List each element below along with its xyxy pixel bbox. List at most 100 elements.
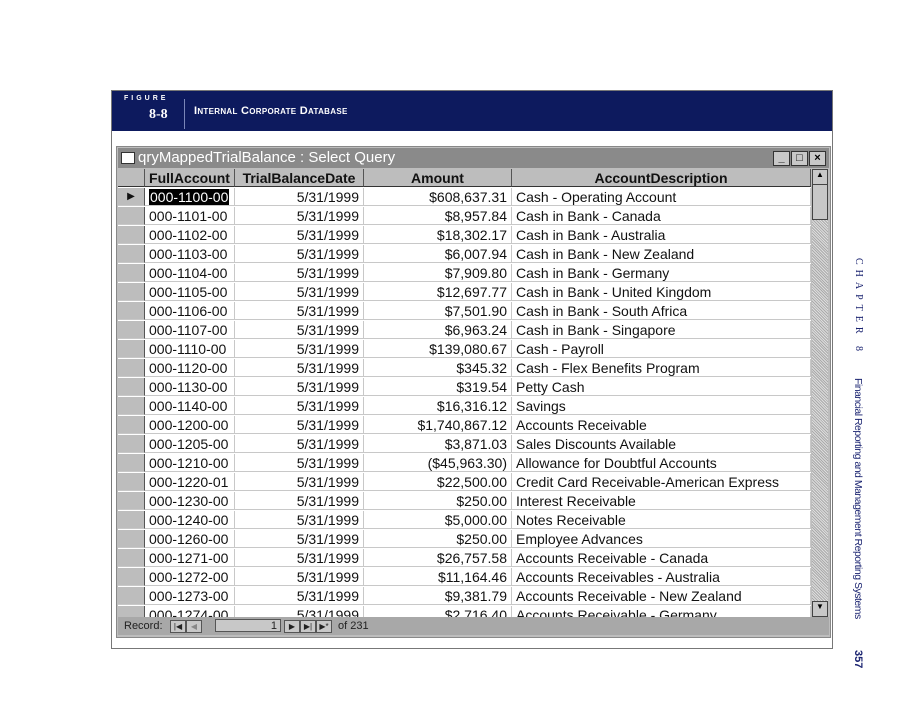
cell-amount[interactable]: $250.00 — [364, 530, 512, 548]
cell-fullaccount[interactable]: 000-1100-00 — [145, 188, 235, 206]
column-header-fullaccount[interactable]: FullAccount — [145, 169, 235, 187]
cell-fullaccount[interactable]: 000-1260-00 — [145, 530, 235, 548]
cell-accountdescription[interactable]: Savings — [512, 397, 811, 415]
table-row[interactable]: 000-1104-00 5/31/1999 $7,909.80 Cash in Ban… — [118, 264, 811, 283]
cell-accountdescription[interactable]: Interest Receivable — [512, 492, 811, 510]
cell-amount[interactable]: $6,007.94 — [364, 245, 512, 263]
cell-accountdescription[interactable]: Cash in Bank - New Zealand — [512, 245, 811, 263]
cell-fullaccount[interactable]: 000-1220-01 — [145, 473, 235, 491]
column-header-trialbalancedate[interactable]: TrialBalanceDate — [235, 169, 364, 187]
cell-trialbalancedate[interactable]: 5/31/1999 — [235, 549, 364, 567]
cell-trialbalancedate[interactable]: 5/31/1999 — [235, 587, 364, 605]
cell-accountdescription[interactable]: Cash in Bank - South Africa — [512, 302, 811, 320]
cell-accountdescription[interactable]: Cash in Bank - United Kingdom — [512, 283, 811, 301]
record-selector[interactable] — [118, 245, 145, 263]
record-selector[interactable] — [118, 340, 145, 358]
table-row[interactable]: 000-1210-00 5/31/1999 ($45,963.30) Allowanc… — [118, 454, 811, 473]
cell-accountdescription[interactable]: Cash - Operating Account — [512, 188, 811, 206]
column-header-accountdescription[interactable]: AccountDescription — [512, 169, 811, 187]
record-selector[interactable] — [118, 207, 145, 225]
maximize-button[interactable]: □ — [791, 151, 808, 166]
cell-fullaccount[interactable]: 000-1240-00 — [145, 511, 235, 529]
table-row[interactable]: 000-1271-00 5/31/1999 $26,757.58 Accounts R… — [118, 549, 811, 568]
cell-accountdescription[interactable]: Cash - Flex Benefits Program — [512, 359, 811, 377]
cell-accountdescription[interactable]: Credit Card Receivable-American Express — [512, 473, 811, 491]
cell-trialbalancedate[interactable]: 5/31/1999 — [235, 492, 364, 510]
cell-trialbalancedate[interactable]: 5/31/1999 — [235, 530, 364, 548]
cell-trialbalancedate[interactable]: 5/31/1999 — [235, 568, 364, 586]
record-selector[interactable] — [118, 473, 145, 491]
record-selector[interactable]: ▶ — [118, 188, 145, 206]
cell-fullaccount[interactable]: 000-1130-00 — [145, 378, 235, 396]
cell-amount[interactable]: $26,757.58 — [364, 549, 512, 567]
cell-amount[interactable]: $250.00 — [364, 492, 512, 510]
cell-amount[interactable]: $1,740,867.12 — [364, 416, 512, 434]
table-row[interactable]: 000-1220-01 5/31/1999 $22,500.00 Credit Car… — [118, 473, 811, 492]
cell-accountdescription[interactable]: Sales Discounts Available — [512, 435, 811, 453]
cell-amount[interactable]: $139,080.67 — [364, 340, 512, 358]
cell-trialbalancedate[interactable]: 5/31/1999 — [235, 378, 364, 396]
cell-fullaccount[interactable]: 000-1106-00 — [145, 302, 235, 320]
cell-trialbalancedate[interactable]: 5/31/1999 — [235, 473, 364, 491]
cell-trialbalancedate[interactable]: 5/31/1999 — [235, 302, 364, 320]
cell-amount[interactable]: $5,000.00 — [364, 511, 512, 529]
next-record-icon[interactable]: ▶ — [284, 620, 300, 633]
cell-fullaccount[interactable]: 000-1103-00 — [145, 245, 235, 263]
cell-trialbalancedate[interactable]: 5/31/1999 — [235, 283, 364, 301]
table-row[interactable]: 000-1110-00 5/31/1999 $139,080.67 Cash - Pa… — [118, 340, 811, 359]
table-row[interactable]: ▶ 000-1100-00 5/31/1999 $608,637.31 Cash - O… — [118, 188, 811, 207]
cell-trialbalancedate[interactable]: 5/31/1999 — [235, 435, 364, 453]
cell-accountdescription[interactable]: Cash - Payroll — [512, 340, 811, 358]
cell-fullaccount[interactable]: 000-1105-00 — [145, 283, 235, 301]
table-row[interactable]: 000-1273-00 5/31/1999 $9,381.79 Accounts Re… — [118, 587, 811, 606]
cell-fullaccount[interactable]: 000-1271-00 — [145, 549, 235, 567]
cell-amount[interactable]: $22,500.00 — [364, 473, 512, 491]
cell-fullaccount[interactable]: 000-1274-00 — [145, 606, 235, 617]
cell-amount[interactable]: $7,909.80 — [364, 264, 512, 282]
vertical-scrollbar[interactable]: ▲ ▼ — [812, 169, 828, 617]
cell-amount[interactable]: $12,697.77 — [364, 283, 512, 301]
record-selector[interactable] — [118, 568, 145, 586]
cell-fullaccount[interactable]: 000-1205-00 — [145, 435, 235, 453]
cell-fullaccount[interactable]: 000-1140-00 — [145, 397, 235, 415]
minimize-button[interactable]: _ — [773, 151, 790, 166]
table-row[interactable]: 000-1120-00 5/31/1999 $345.32 Cash - Flex B… — [118, 359, 811, 378]
cell-fullaccount[interactable]: 000-1200-00 — [145, 416, 235, 434]
record-selector[interactable] — [118, 606, 145, 617]
cell-accountdescription[interactable]: Allowance for Doubtful Accounts — [512, 454, 811, 472]
cell-amount[interactable]: $3,871.03 — [364, 435, 512, 453]
cell-accountdescription[interactable]: Cash in Bank - Australia — [512, 226, 811, 244]
last-record-icon[interactable]: ▶| — [300, 620, 316, 633]
cell-accountdescription[interactable]: Cash in Bank - Singapore — [512, 321, 811, 339]
table-row[interactable]: 000-1102-00 5/31/1999 $18,302.17 Cash in Ba… — [118, 226, 811, 245]
new-record-icon[interactable]: ▶* — [316, 620, 332, 633]
cell-accountdescription[interactable]: Employee Advances — [512, 530, 811, 548]
table-row[interactable]: 000-1272-00 5/31/1999 $11,164.46 Accounts R… — [118, 568, 811, 587]
cell-trialbalancedate[interactable]: 5/31/1999 — [235, 188, 364, 206]
cell-fullaccount[interactable]: 000-1104-00 — [145, 264, 235, 282]
scroll-up-arrow-icon[interactable]: ▲ — [812, 169, 828, 185]
table-row[interactable]: 000-1130-00 5/31/1999 $319.54 Petty Cash — [118, 378, 811, 397]
cell-amount[interactable]: $9,381.79 — [364, 587, 512, 605]
cell-trialbalancedate[interactable]: 5/31/1999 — [235, 511, 364, 529]
table-row[interactable]: 000-1274-00 5/31/1999 $2,716.40 Accounts Re… — [118, 606, 811, 617]
record-selector[interactable] — [118, 549, 145, 567]
record-selector[interactable] — [118, 283, 145, 301]
cell-trialbalancedate[interactable]: 5/31/1999 — [235, 321, 364, 339]
cell-accountdescription[interactable]: Accounts Receivable — [512, 416, 811, 434]
record-selector[interactable] — [118, 226, 145, 244]
cell-amount[interactable]: $2,716.40 — [364, 606, 512, 617]
cell-amount[interactable]: $16,316.12 — [364, 397, 512, 415]
scroll-down-arrow-icon[interactable]: ▼ — [812, 601, 828, 617]
record-selector[interactable] — [118, 492, 145, 510]
close-button[interactable]: × — [809, 151, 826, 166]
record-selector[interactable] — [118, 397, 145, 415]
cell-trialbalancedate[interactable]: 5/31/1999 — [235, 359, 364, 377]
cell-amount[interactable]: $6,963.24 — [364, 321, 512, 339]
cell-trialbalancedate[interactable]: 5/31/1999 — [235, 226, 364, 244]
scroll-thumb[interactable] — [812, 184, 828, 220]
select-all-corner[interactable] — [118, 169, 145, 187]
record-selector[interactable] — [118, 302, 145, 320]
first-record-icon[interactable]: |◀ — [170, 620, 186, 633]
record-selector[interactable] — [118, 454, 145, 472]
